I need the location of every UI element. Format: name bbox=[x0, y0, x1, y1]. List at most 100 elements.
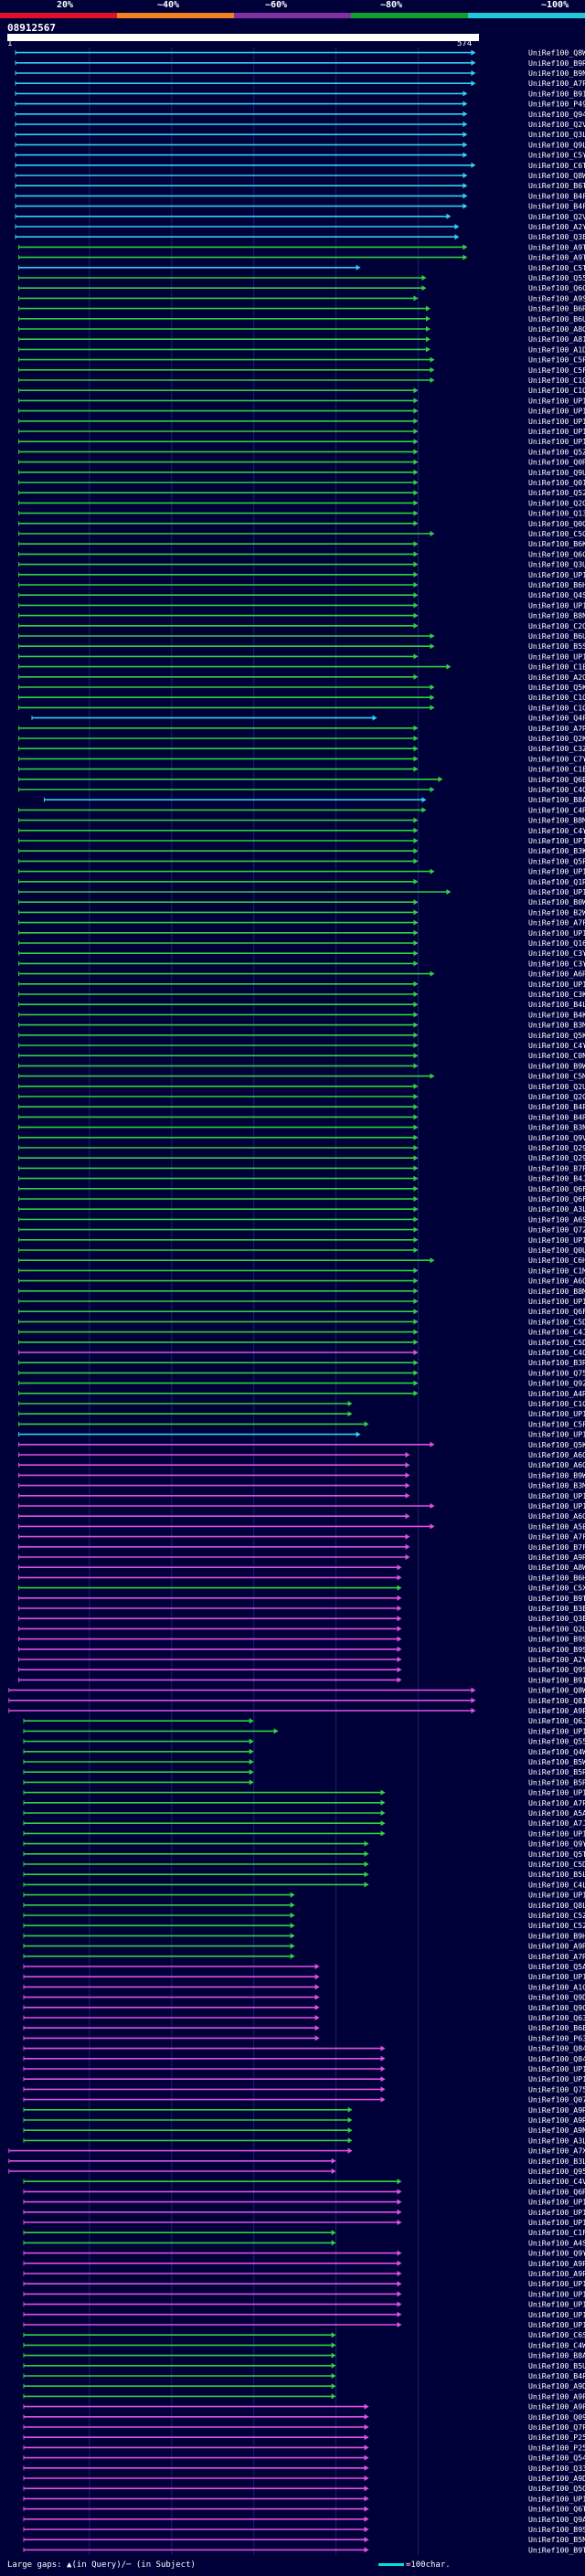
hit-label[interactable]: UniRef100_C1EVM2 bbox=[528, 765, 585, 774]
hit-label[interactable]: UniRef100_B9N699 bbox=[528, 69, 585, 78]
hit-label[interactable]: UniRef100_Q8LIQ0 bbox=[528, 1901, 585, 1910]
hit-row[interactable]: UniRef100_B4KLC5 bbox=[18, 1010, 585, 1019]
hit-row[interactable]: UniRef100_A6QUP3 bbox=[18, 1277, 585, 1286]
hit-label[interactable]: UniRef100_B8MNX7 bbox=[528, 1287, 585, 1296]
hit-row[interactable]: UniRef100_B4JHW8 bbox=[18, 1174, 585, 1183]
hit-label[interactable]: UniRef100_A9S5P3 bbox=[528, 293, 585, 302]
hit-label[interactable]: UniRef100_Q29R05 bbox=[528, 1143, 585, 1152]
hit-label[interactable]: UniRef100_Q33KW0 bbox=[528, 2464, 585, 2473]
hit-label[interactable]: UniRef100_C7YSF8 bbox=[528, 754, 585, 763]
hit-row[interactable]: UniRef100_A9S5P3 bbox=[18, 293, 585, 302]
hit-row[interactable]: UniRef100_A9P5Y1 bbox=[23, 2269, 585, 2278]
hit-row[interactable]: UniRef100_Q92317 bbox=[18, 1379, 585, 1388]
hit-label[interactable]: UniRef100_B5N126 bbox=[528, 2535, 585, 2544]
hit-row[interactable]: UniRef100_A9P3Y1 bbox=[23, 2391, 585, 2401]
hit-row[interactable]: UniRef100_B8AAQ3 bbox=[43, 795, 585, 804]
hit-label[interactable]: UniRef100_B9S951 bbox=[528, 1645, 585, 1654]
hit-label[interactable]: UniRef100_P25208 bbox=[528, 2443, 585, 2452]
hit-label[interactable]: UniRef100_P49592 bbox=[528, 100, 585, 109]
hit-label[interactable]: UniRef100_UP1000.. bbox=[528, 417, 585, 426]
hit-row[interactable]: UniRef100_A8WHD3 bbox=[18, 1563, 585, 1572]
hit-label[interactable]: UniRef100_A6QQD5 bbox=[528, 1511, 585, 1521]
hit-label[interactable]: UniRef100_B9HCZ9 bbox=[528, 1931, 585, 1940]
hit-row[interactable]: UniRef100_UP1000.. bbox=[23, 2064, 585, 2073]
hit-label[interactable]: UniRef100_A9P3Y1 bbox=[528, 2391, 585, 2401]
hit-label[interactable]: UniRef100_A2YUS8 bbox=[528, 222, 585, 231]
hit-label[interactable]: UniRef100_B5WMT1 bbox=[528, 1757, 585, 1766]
hit-label[interactable]: UniRef100_B3ML21 bbox=[528, 1481, 585, 1490]
hit-row[interactable]: UniRef100_UP1000.. bbox=[18, 570, 585, 579]
hit-label[interactable]: UniRef100_UP1000.. bbox=[528, 2074, 585, 2083]
hit-row[interactable]: UniRef100_Q9LEY8 bbox=[15, 140, 585, 149]
hit-label[interactable]: UniRef100_A9D3D0 bbox=[528, 2381, 585, 2390]
hit-label[interactable]: UniRef100_Q5K1E5 bbox=[528, 683, 585, 692]
hit-row[interactable]: UniRef100_UP1000.. bbox=[18, 417, 585, 426]
hit-label[interactable]: UniRef100_Q84W66 bbox=[528, 2054, 585, 2063]
hit-label[interactable]: UniRef100_B7FGV1 bbox=[528, 1542, 585, 1552]
hit-row[interactable]: UniRef100_B3KUM1 bbox=[18, 846, 585, 855]
hit-row[interactable]: UniRef100_UP1000.. bbox=[18, 407, 585, 416]
hit-label[interactable]: UniRef100_Q1RL84 bbox=[528, 877, 585, 886]
hit-label[interactable]: UniRef100_C1MVD2 bbox=[528, 1266, 585, 1275]
hit-label[interactable]: UniRef100_C6SYP5 bbox=[528, 2330, 585, 2339]
hit-label[interactable]: UniRef100_B9T1L7 bbox=[528, 2545, 585, 2554]
hit-label[interactable]: UniRef100_Q6J522 bbox=[528, 1716, 585, 1725]
hit-label[interactable]: UniRef100_C1GZH6 bbox=[528, 386, 585, 395]
hit-row[interactable]: UniRef100_B9RE39 bbox=[15, 58, 585, 68]
hit-label[interactable]: UniRef100_Q9YY6 bbox=[528, 1839, 585, 1849]
hit-label[interactable]: UniRef100_C5GY9F bbox=[528, 529, 585, 538]
hit-label[interactable]: UniRef100_A5E146 bbox=[528, 1521, 585, 1531]
hit-row[interactable]: UniRef100_A1CHN2 bbox=[23, 1982, 585, 1991]
hit-row[interactable]: UniRef100_UP1000.. bbox=[23, 2300, 585, 2309]
hit-label[interactable]: UniRef100_C3Y6F9 bbox=[528, 949, 585, 958]
hit-label[interactable]: UniRef100_A4RWR3 bbox=[528, 1389, 585, 1398]
hit-label[interactable]: UniRef100_A8GNA6 bbox=[528, 324, 585, 334]
hit-row[interactable]: UniRef100_Q9C59Q bbox=[23, 2003, 585, 2012]
hit-row[interactable]: UniRef100_C5FNV4 bbox=[18, 1419, 585, 1428]
hit-row[interactable]: UniRef100_C3YGF8 bbox=[18, 959, 585, 968]
hit-label[interactable]: UniRef100_Q0QBR1 bbox=[528, 519, 585, 528]
hit-label[interactable]: UniRef100_A9RZF4 bbox=[528, 1553, 585, 1562]
hit-label[interactable]: UniRef100_B6U8T4 bbox=[528, 314, 585, 323]
hit-row[interactable]: UniRef100_Q75B3R bbox=[18, 1368, 585, 1377]
hit-label[interactable]: UniRef100_Q9415 bbox=[528, 110, 585, 119]
hit-label[interactable]: UniRef100_UP1000.. bbox=[528, 427, 585, 436]
hit-row[interactable]: UniRef100_C5FGR3 bbox=[18, 366, 585, 375]
hit-row[interactable]: UniRef100_Q6FVU4 bbox=[18, 1194, 585, 1203]
hit-label[interactable]: UniRef100_C1G030 bbox=[528, 1399, 585, 1408]
hit-label[interactable]: UniRef100_C4VAY9 bbox=[528, 2177, 585, 2186]
hit-label[interactable]: UniRef100_B5UMT0 bbox=[528, 2361, 585, 2370]
hit-row[interactable]: UniRef100_C1G5S8 bbox=[18, 693, 585, 702]
hit-label[interactable]: UniRef100_A2Q7L0 bbox=[528, 673, 585, 682]
hit-row[interactable]: UniRef100_UP1000.. bbox=[18, 427, 585, 436]
hit-row[interactable]: UniRef100_UP1000.. bbox=[23, 1972, 585, 1981]
hit-label[interactable]: UniRef100_C5P319 bbox=[528, 355, 585, 365]
hit-label[interactable]: UniRef100_UP1000.. bbox=[528, 2279, 585, 2288]
hit-label[interactable]: UniRef100_UP1000.. bbox=[528, 2198, 585, 2207]
hit-label[interactable]: UniRef100_Q55YY0 bbox=[528, 1737, 585, 1746]
hit-row[interactable]: UniRef100_C5Y9X9 bbox=[15, 151, 585, 160]
hit-label[interactable]: UniRef100_Q5KGD9 bbox=[528, 1440, 585, 1449]
hit-row[interactable]: UniRef100_Q5K1E5 bbox=[18, 683, 585, 692]
hit-label[interactable]: UniRef100_Q4P9G4 bbox=[528, 714, 585, 723]
hit-label[interactable]: UniRef100_B4FFQ8 bbox=[528, 202, 585, 211]
hit-row[interactable]: UniRef100_B9WHW3 bbox=[18, 1061, 585, 1070]
hit-row[interactable]: UniRef100_C6SYP5 bbox=[23, 2330, 585, 2339]
hit-label[interactable]: UniRef100_UP1000.. bbox=[528, 407, 585, 416]
hit-row[interactable]: UniRef100_B912N5 bbox=[15, 89, 585, 98]
hit-label[interactable]: UniRef100_UP1000.. bbox=[528, 2320, 585, 2329]
hit-label[interactable]: UniRef100_B8AAQ3 bbox=[528, 795, 585, 804]
hit-label[interactable]: UniRef100_C4R5Y6 bbox=[528, 805, 585, 814]
hit-row[interactable]: UniRef100_Q9415 bbox=[15, 110, 585, 119]
hit-row[interactable]: UniRef100_A2Q7L0 bbox=[18, 673, 585, 682]
hit-label[interactable]: UniRef100_UP1000.. bbox=[528, 1891, 585, 1900]
hit-row[interactable]: UniRef100_UP1000.. bbox=[18, 887, 585, 896]
hit-label[interactable]: UniRef100_B6HD56 bbox=[528, 1573, 585, 1582]
hit-label[interactable]: UniRef100_Q6C5P7 bbox=[528, 283, 585, 292]
hit-row[interactable]: UniRef100_Q6FSS1 bbox=[18, 1184, 585, 1193]
hit-label[interactable]: UniRef100_Q3EBK1 bbox=[528, 1614, 585, 1623]
hit-row[interactable]: UniRef100_A9RD23 bbox=[23, 1942, 585, 1951]
hit-row[interactable]: UniRef100_B6H8R3 bbox=[18, 580, 585, 589]
hit-label[interactable]: UniRef100_Q5PTJ5 bbox=[528, 856, 585, 865]
hit-row[interactable]: UniRef100_Q6FK35 bbox=[18, 1307, 585, 1316]
